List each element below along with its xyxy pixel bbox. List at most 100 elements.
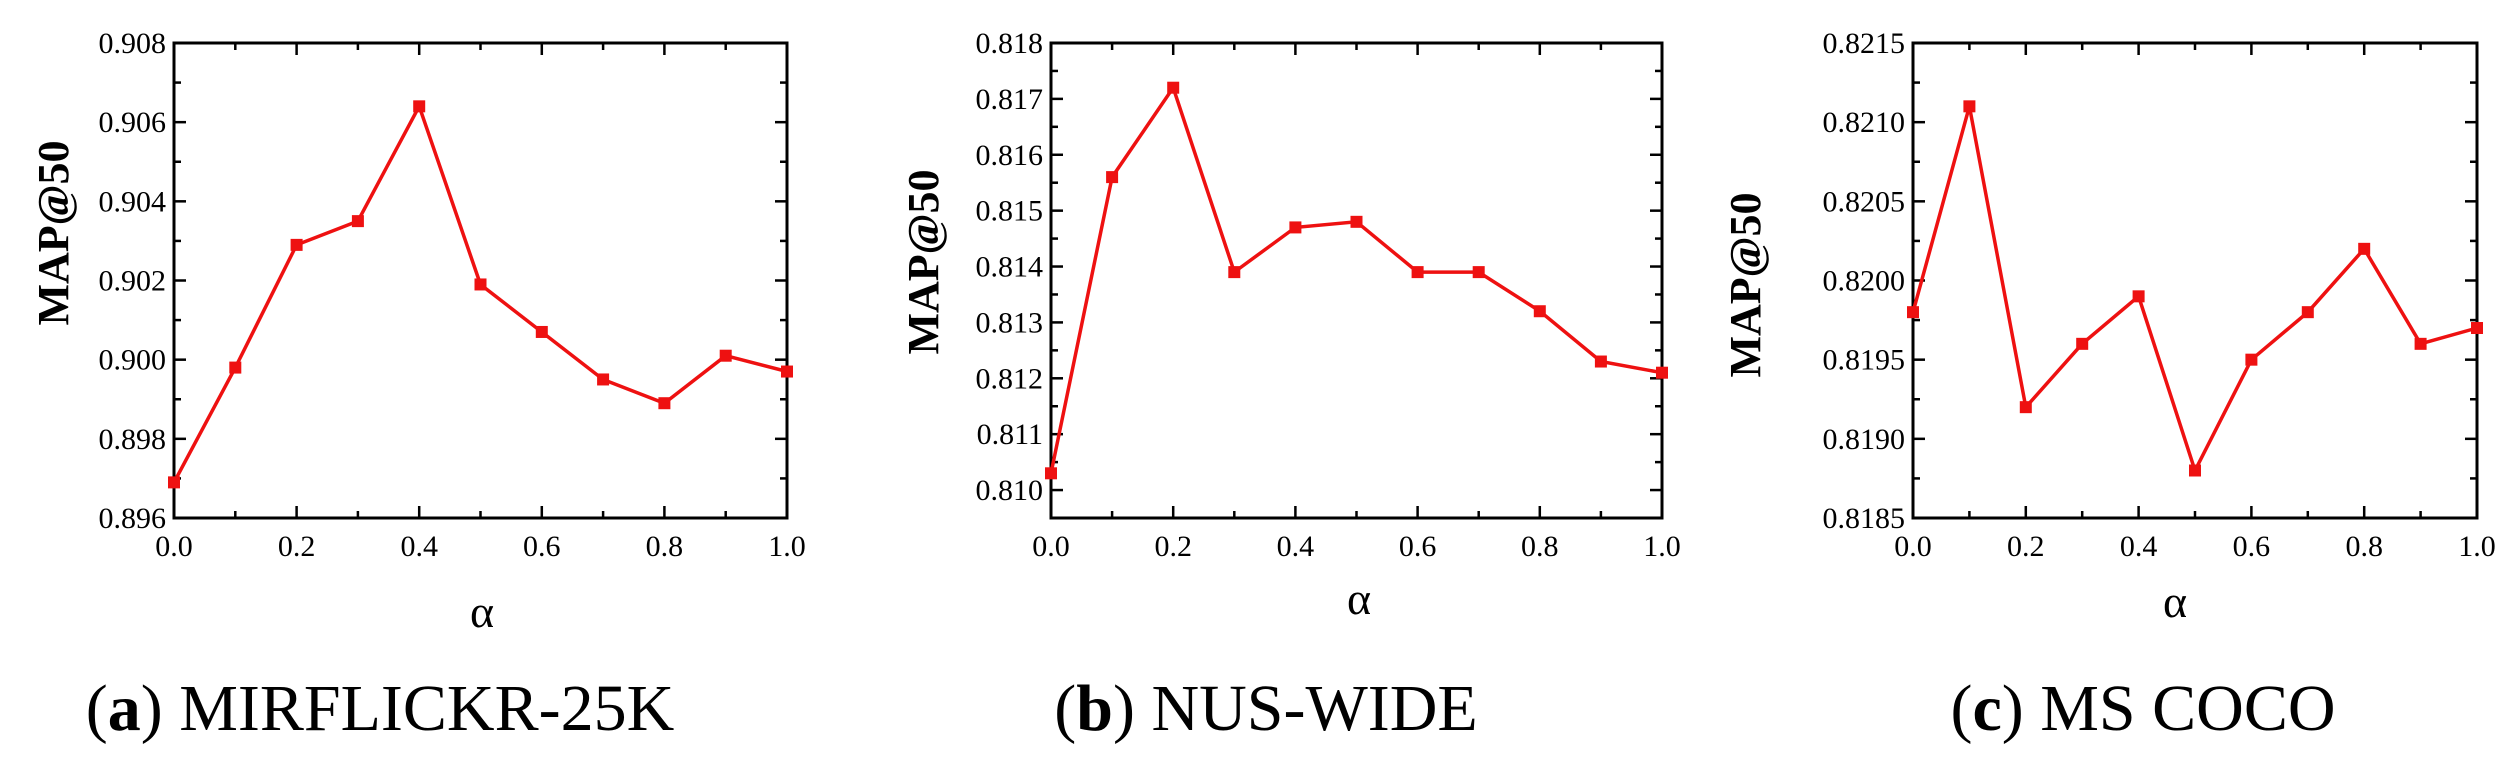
x-tick-label: 0.0 [1894,530,1932,563]
data-point [658,397,671,410]
data-point [1656,366,1668,379]
y-tick-label: 0.817 [976,83,1044,116]
y-tick-label: 0.811 [977,418,1043,451]
data-point [2301,306,2314,319]
series-line [1049,83,1663,474]
x-tick-label: 0.6 [523,530,561,563]
caption-open-paren: ( [1054,672,1076,745]
y-tick-label: 0.818 [976,27,1044,60]
y-tick-label: 0.908 [99,27,167,60]
y-axis-title: MAP@50 [29,140,78,325]
data-point [1045,467,1057,480]
x-axis-title: α [470,586,494,637]
data-point [1106,171,1119,184]
data-point [2019,401,2032,414]
data-point [719,349,732,362]
y-tick-label: 0.900 [99,344,167,377]
y-tick-label: 0.8195 [1823,344,1906,377]
data-point [290,238,303,251]
x-tick-label: 1.0 [1643,530,1681,563]
x-tick-label: 0.4 [2120,530,2158,563]
x-axis-title: α [2163,576,2187,627]
panel-caption: (a) MIRFLICKR-25K [86,672,675,745]
x-tick-label: 1.0 [2458,530,2496,563]
plot-frame [1049,41,1664,520]
caption-text: MS COCO [2040,672,2335,745]
y-tick-label: 0.8200 [1823,265,1906,298]
data-point [1533,305,1546,318]
x-tick-label: 0.0 [1032,530,1070,563]
panel-a: MAP@50 α (a) MIRFLICKR-25K 0.0 0.2 0.4 0.6 0… [29,27,806,745]
data-point [2189,464,2201,477]
y-tick-label: 0.8185 [1823,502,1906,535]
x-tick-label: 0.8 [1521,530,1559,563]
y-tick-label: 0.8215 [1823,27,1906,60]
data-point [413,100,426,113]
data-point [1228,266,1241,279]
y-tick-label: 0.813 [976,306,1044,339]
panel-caption: (b) NUS-WIDE [1054,672,1477,745]
series-line [172,101,788,484]
x-tick-label: 0.6 [1399,530,1437,563]
x-tick-label: 0.4 [1277,530,1315,563]
y-tick-label: 0.810 [976,474,1044,507]
data-point [1411,266,1424,279]
y-tick-label: 0.812 [976,362,1044,395]
caption-close-paren: ) [141,672,179,745]
data-point [1472,266,1485,279]
y-tick-label: 0.814 [976,251,1044,284]
data-point [1963,100,1976,113]
y-tick-label: 0.896 [99,502,167,535]
data-point [2471,322,2483,334]
data-point [1289,221,1302,234]
y-tick-label: 0.8190 [1823,423,1906,456]
y-axis-title: MAP@50 [899,169,948,354]
caption-letter: c [1972,672,2001,745]
x-tick-label: 0.6 [2233,530,2271,563]
y-axis-title: MAP@50 [1721,192,1770,377]
x-axis-title: α [1347,573,1371,624]
data-point [1350,215,1363,228]
data-point [535,325,548,338]
panel-caption: (c) MS COCO [1950,672,2335,745]
x-tick-label: 1.0 [768,530,806,563]
y-tick-label: 0.902 [99,265,167,298]
y-tick-label: 0.815 [976,195,1044,228]
x-tick-label: 0.4 [400,530,438,563]
caption-text: MIRFLICKR-25K [179,672,674,745]
y-tick-label: 0.8210 [1823,106,1906,139]
y-tick-label: 0.816 [976,139,1044,172]
caption-letter: b [1076,672,1113,745]
data-point [1907,306,1919,319]
y-tick-label: 0.904 [99,185,167,218]
x-tick-label: 0.8 [646,530,684,563]
data-point [2414,337,2427,350]
data-point [1167,81,1180,94]
x-tick-label: 0.2 [1154,530,1192,563]
caption-close-paren: ) [1113,672,1151,745]
panel-c: MAP@50 α (c) MS COCO 0.0 0.2 0.4 0.6 0.8 1.0 0… [1721,27,2496,745]
x-tick-label: 0.8 [2345,530,2383,563]
caption-close-paren: ) [2002,672,2040,745]
plot-frame [1911,41,2479,520]
data-point [781,365,793,378]
data-point [474,278,487,291]
panel-b: MAP@50 α (b) NUS-WIDE 0.0 0.2 0.4 0.6 0.8 1.0… [899,27,1681,745]
data-point [2076,337,2089,350]
series-line [1911,105,2478,476]
data-point [351,215,364,228]
data-point [2132,290,2145,303]
caption-open-paren: ( [1950,672,1972,745]
data-point [597,373,610,386]
caption-letter: a [108,672,141,745]
data-point [2358,242,2371,255]
y-tick-label: 0.906 [99,106,167,139]
x-tick-label: 0.0 [155,530,193,563]
caption-open-paren: ( [86,672,108,745]
data-point [229,361,242,374]
x-tick-label: 0.2 [278,530,316,563]
caption-text: NUS-WIDE [1151,672,1477,745]
x-tick-label: 0.2 [2007,530,2045,563]
y-tick-label: 0.898 [99,423,167,456]
